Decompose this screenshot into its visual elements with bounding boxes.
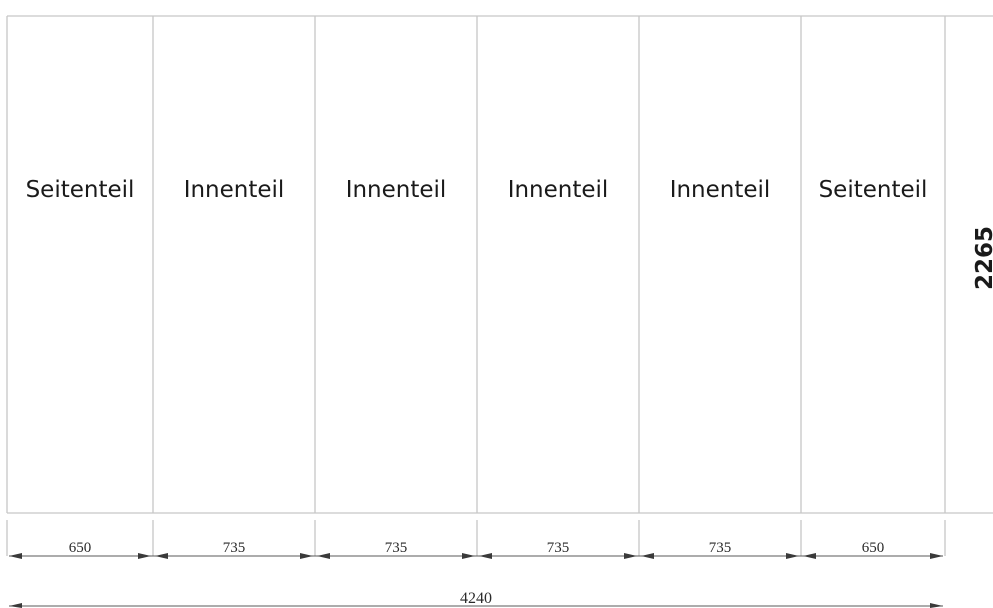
total-width-dimension: 4240	[460, 590, 492, 607]
panel-width-2: 735	[223, 540, 246, 556]
total-width-dimension-line	[9, 603, 943, 608]
panel-frame	[6, 15, 993, 514]
height-dimension: 2265	[972, 226, 993, 290]
panel-width-3: 735	[385, 540, 408, 556]
panel-dividers	[152, 16, 802, 513]
dimension-extension-lines	[6, 520, 946, 556]
panel-width-4: 735	[547, 540, 570, 556]
panel-label-4: Innenteil	[508, 177, 609, 203]
panel-label-6: Seitenteil	[819, 177, 928, 203]
panel-width-5: 735	[709, 540, 732, 556]
panel-label-3: Innenteil	[346, 177, 447, 203]
panel-width-6: 650	[862, 540, 885, 556]
panel-width-1: 650	[69, 540, 92, 556]
panel-label-1: Seitenteil	[26, 177, 135, 203]
panel-width-dimension-line	[9, 553, 943, 559]
panel-label-2: Innenteil	[184, 177, 285, 203]
panel-label-5: Innenteil	[670, 177, 771, 203]
